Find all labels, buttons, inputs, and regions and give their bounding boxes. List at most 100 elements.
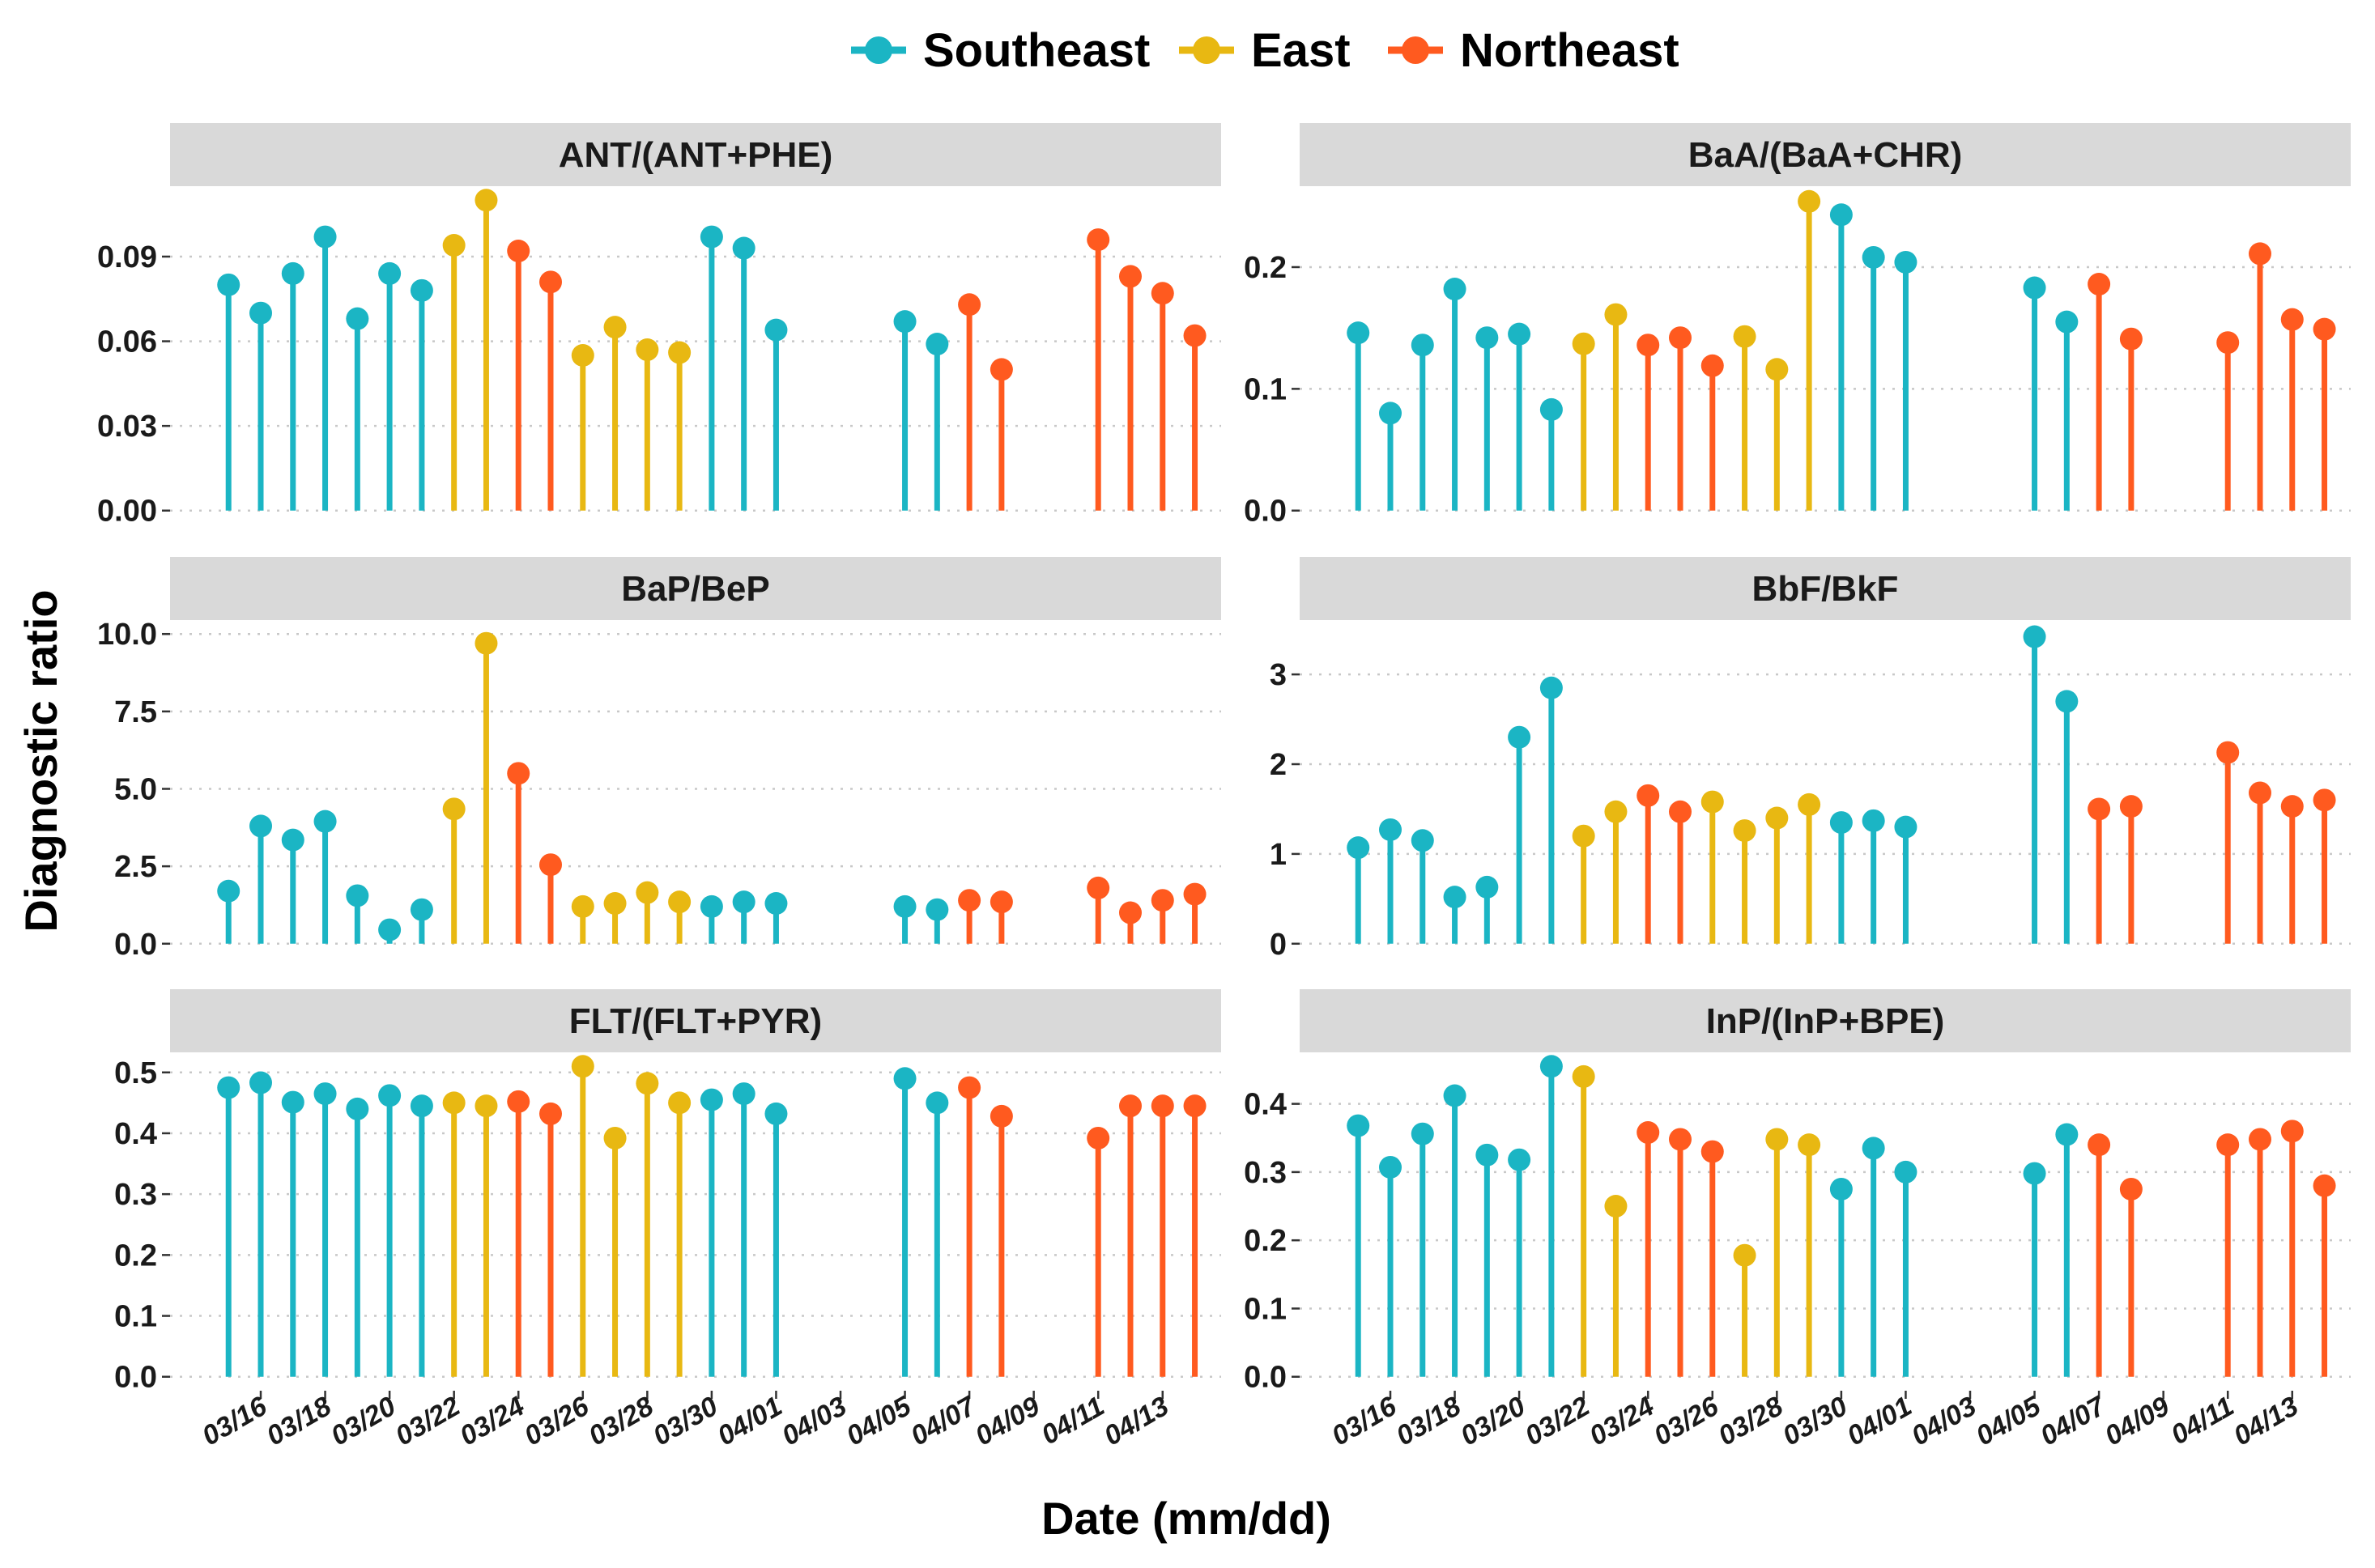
dot-2-3 <box>313 809 337 833</box>
ytick-label-2-4: 10.0 <box>97 618 157 652</box>
dot-3-3 <box>1443 886 1466 909</box>
ytick-label-1-0: 0.0 <box>1244 495 1287 529</box>
dot-0-14 <box>668 341 692 364</box>
xtick-label-5-13: 04/11 <box>2166 1391 2240 1451</box>
dot-5-13 <box>1765 1128 1789 1151</box>
xtick-label-4-10: 04/05 <box>841 1390 917 1451</box>
xtick-label-4-9: 04/03 <box>777 1391 852 1451</box>
dot-0-22 <box>1087 228 1110 252</box>
dot-2-9 <box>507 762 530 785</box>
dot-2-24 <box>1151 889 1174 912</box>
dot-3-17 <box>1894 815 1917 839</box>
dot-1-7 <box>1572 332 1595 355</box>
ytick-label-4-0: 0.0 <box>114 1361 157 1395</box>
dot-3-10 <box>1669 800 1692 823</box>
dot-2-25 <box>1183 882 1207 906</box>
dot-0-0 <box>217 273 240 296</box>
dot-4-22 <box>1087 1126 1110 1149</box>
xtick-label-4-11: 04/07 <box>905 1390 981 1451</box>
dot-3-20 <box>2088 797 2111 821</box>
dot-2-7 <box>442 797 466 821</box>
dot-5-25 <box>2313 1174 2336 1197</box>
xtick-label-5-2: 03/20 <box>1455 1391 1530 1451</box>
dot-5-19 <box>2055 1123 2079 1146</box>
xtick-label-5-1: 03/18 <box>1391 1391 1466 1451</box>
dot-1-6 <box>1539 397 1563 421</box>
dot-3-18 <box>2023 625 2046 648</box>
dot-2-22 <box>1087 876 1110 899</box>
ytick-label-3-3: 3 <box>1270 658 1287 692</box>
dot-5-11 <box>1700 1140 1724 1163</box>
dot-4-0 <box>217 1076 240 1099</box>
ytick-label-0-2: 0.06 <box>97 325 157 359</box>
dot-1-20 <box>2088 273 2111 296</box>
dot-1-3 <box>1443 278 1466 301</box>
dot-3-16 <box>1862 809 1885 832</box>
dot-2-17 <box>764 892 788 916</box>
dot-3-4 <box>1475 875 1499 899</box>
dot-1-25 <box>2313 317 2336 341</box>
panel-strip-5 <box>1300 989 2351 1052</box>
dot-1-19 <box>2055 310 2079 334</box>
dot-4-10 <box>539 1102 563 1125</box>
dot-0-10 <box>539 270 563 294</box>
xtick-label-5-11: 04/07 <box>2035 1390 2111 1451</box>
dot-5-23 <box>2248 1128 2271 1151</box>
dot-3-8 <box>1604 800 1628 823</box>
x-axis-title: Date (mm/dd) <box>1041 1493 1331 1544</box>
dot-3-13 <box>1765 806 1789 830</box>
dot-0-2 <box>281 261 304 285</box>
legend-label-2: Northeast <box>1460 24 1679 77</box>
legend-key-dot-1 <box>1193 36 1220 64</box>
dot-1-15 <box>1829 203 1853 227</box>
dot-5-22 <box>2216 1133 2240 1157</box>
dot-4-16 <box>732 1082 755 1106</box>
xtick-label-5-9: 04/03 <box>1906 1391 1981 1451</box>
dot-0-9 <box>507 240 530 263</box>
dot-1-0 <box>1347 321 1370 345</box>
panel-title-1: BaA/(BaA+CHR) <box>1688 135 1963 175</box>
dot-0-13 <box>636 338 659 362</box>
xtick-label-4-5: 03/26 <box>519 1390 595 1451</box>
xtick-label-5-8: 04/01 <box>1842 1391 1917 1451</box>
dot-2-5 <box>378 918 402 941</box>
xtick-label-4-4: 03/24 <box>455 1391 530 1451</box>
y-axis-title: Diagnostic ratio <box>15 589 66 932</box>
xtick-label-5-4: 03/24 <box>1585 1391 1660 1451</box>
dot-5-4 <box>1475 1143 1499 1166</box>
panel-title-0: ANT/(ANT+PHE) <box>559 135 833 175</box>
dot-0-18 <box>893 310 917 334</box>
dot-5-21 <box>2119 1177 2143 1200</box>
dot-0-23 <box>1118 265 1142 288</box>
dot-5-20 <box>2088 1133 2111 1157</box>
ytick-label-4-2: 0.2 <box>114 1239 157 1273</box>
dot-1-12 <box>1733 325 1756 348</box>
dot-1-21 <box>2119 327 2143 351</box>
dot-3-6 <box>1539 676 1563 699</box>
xtick-label-4-12: 04/09 <box>970 1391 1045 1451</box>
dot-1-23 <box>2248 242 2271 266</box>
dot-0-11 <box>571 344 594 367</box>
dot-1-24 <box>2280 308 2304 331</box>
dot-4-17 <box>764 1102 788 1125</box>
dot-4-19 <box>926 1091 949 1115</box>
dot-5-18 <box>2023 1162 2046 1185</box>
xtick-label-5-0: 03/16 <box>1326 1390 1402 1451</box>
dot-0-3 <box>313 225 337 249</box>
dot-0-6 <box>410 278 433 302</box>
xtick-label-4-2: 03/20 <box>326 1391 401 1451</box>
panel-strip-4 <box>170 989 1221 1052</box>
dot-5-3 <box>1443 1084 1466 1107</box>
ytick-label-2-3: 7.5 <box>114 695 157 729</box>
ytick-label-0-1: 0.03 <box>97 410 157 444</box>
dot-0-12 <box>603 316 627 339</box>
dot-0-17 <box>764 318 788 342</box>
ytick-label-2-2: 5.0 <box>114 773 157 807</box>
dot-4-20 <box>958 1076 981 1099</box>
dot-3-1 <box>1379 818 1402 841</box>
dot-2-0 <box>217 879 240 903</box>
ytick-label-5-4: 0.4 <box>1244 1088 1287 1122</box>
dot-4-25 <box>1183 1094 1207 1118</box>
dot-5-7 <box>1572 1064 1595 1088</box>
